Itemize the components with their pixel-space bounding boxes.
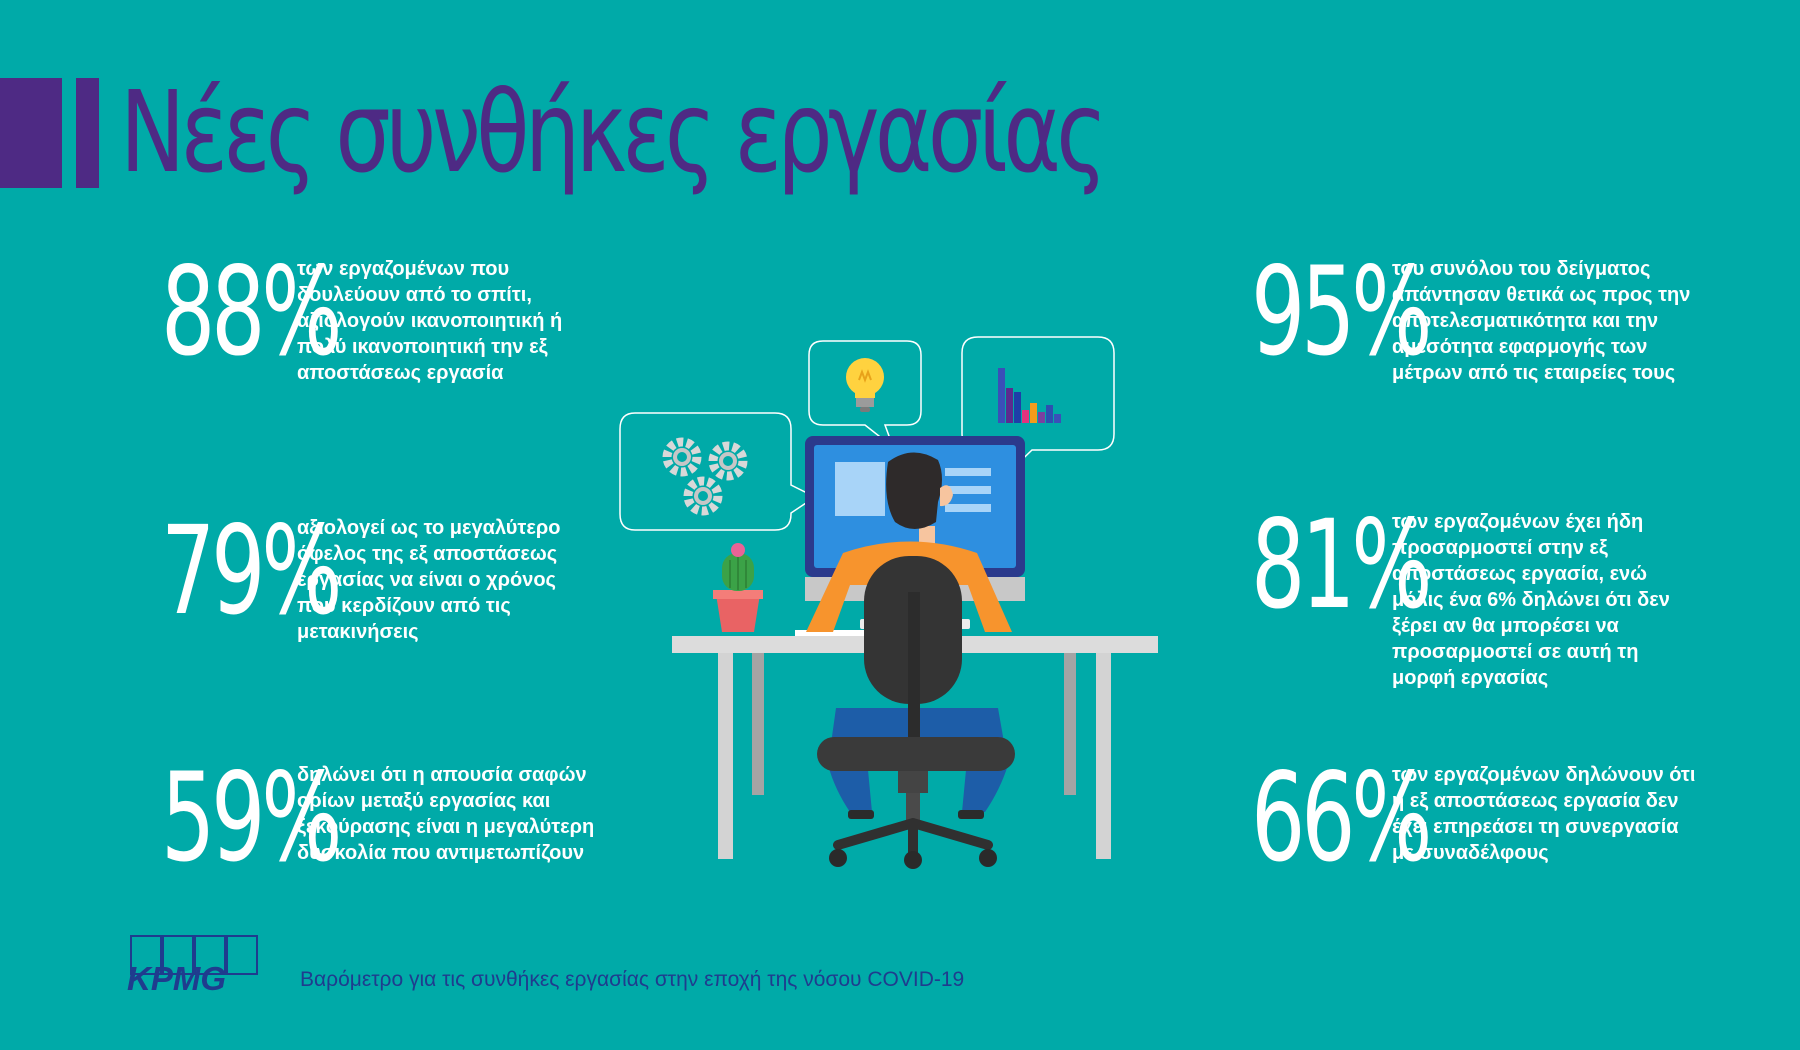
- stat-value: 81%: [1251, 494, 1432, 636]
- stat-value: 95%: [1251, 241, 1432, 383]
- lightbulb-icon: [846, 358, 884, 412]
- stat-value: 88%: [161, 241, 342, 383]
- page-title: Νέες συνθήκες εργασίας: [120, 68, 1108, 198]
- stat-description: των εργαζομένων έχει ήδη προσαρμοστεί στ…: [1392, 509, 1692, 691]
- footer-caption: Βαρόμετρο για τις συνθήκες εργασίας στην…: [300, 968, 965, 991]
- gears-icon: [662, 437, 748, 516]
- remote-work-illustration: [619, 336, 1158, 869]
- stat-value: 59%: [161, 747, 342, 889]
- stat-value: 66%: [1251, 747, 1432, 889]
- cactus-icon: [713, 543, 763, 632]
- bar-chart-bubble: [961, 336, 1115, 479]
- gears-bubble: [619, 412, 817, 531]
- title-accent-bar-narrow: [76, 78, 99, 188]
- stat-description: αξιολογεί ως το μεγαλύτερο όφελος της εξ…: [297, 517, 561, 643]
- stat-description: του συνόλου του δείγματος απάντησαν θετι…: [1392, 258, 1691, 384]
- stat-highlight-value: 6%: [1487, 589, 1516, 611]
- office-chair: [817, 556, 1015, 869]
- bar-chart-icon: [998, 368, 1061, 423]
- kpmg-logo-text: KPMG: [127, 960, 226, 996]
- lightbulb-bubble: [808, 340, 922, 450]
- stat-description-part1: των εργαζομένων έχει ήδη προσαρμοστεί στ…: [1392, 511, 1648, 611]
- stat-description-part2: δηλώνει ότι δεν ξέρει αν θα μπορέσει να …: [1392, 589, 1670, 689]
- stat-value: 79%: [161, 500, 342, 642]
- stat-description: των εργαζομένων δηλώνουν ότι η εξ αποστά…: [1392, 764, 1696, 864]
- stat-description: δηλώνει ότι η απουσία σαφών ορίων μεταξύ…: [297, 764, 595, 864]
- title-accent-bar-wide: [0, 78, 62, 188]
- stat-description: των εργαζομένων που δουλεύουν από το σπί…: [297, 258, 563, 384]
- kpmg-logo: KPMG: [127, 935, 258, 996]
